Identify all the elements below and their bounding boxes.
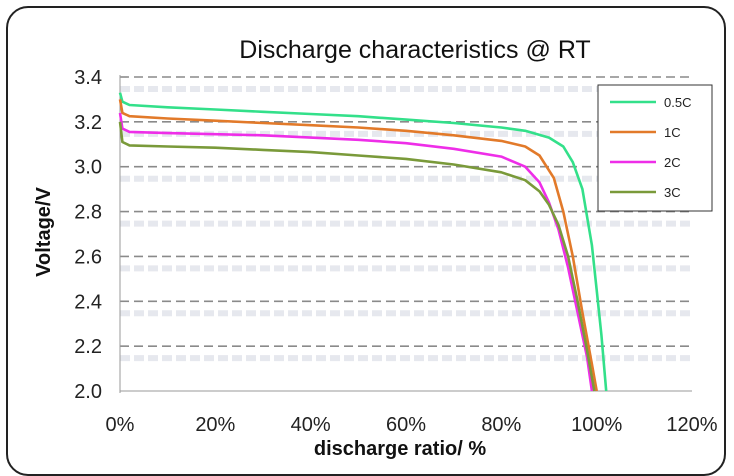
y-tick-label: 2.8: [74, 202, 102, 224]
y-tick-label: 2.4: [74, 291, 102, 313]
y-tick-label: 2.2: [74, 336, 102, 358]
x-tick-label: 20%: [195, 414, 235, 436]
legend-label: 1C: [664, 125, 681, 140]
discharge-chart: Discharge characteristics @ RT 2.0 2.2 2.4…: [33, 36, 718, 460]
x-tick-label: 0%: [106, 414, 135, 436]
y-tick-label: 2.6: [74, 246, 102, 268]
x-tick-label: 40%: [291, 414, 331, 436]
series-line-1C: [118, 99, 598, 392]
y-ticks: 2.0 2.2 2.4 2.6 2.8 3.0 3.2 3.4: [74, 67, 102, 403]
series-lines: [118, 92, 608, 392]
series-line-3C: [118, 121, 596, 392]
y-tick-label: 3.0: [74, 157, 102, 179]
series-line-0_5C: [118, 92, 608, 392]
legend-label: 2C: [664, 155, 681, 170]
x-ticks: 0% 20% 40% 60% 80% 100% 120%: [106, 414, 718, 436]
x-tick-label: 60%: [386, 414, 426, 436]
legend-box: [597, 84, 713, 212]
legend: 0.5C 1C 2C 3C: [597, 84, 713, 212]
grid: [120, 76, 692, 392]
x-tick-label: 80%: [481, 414, 521, 436]
x-tick-label: 100%: [571, 414, 622, 436]
legend-label: 0.5C: [664, 95, 691, 110]
y-tick-label: 3.4: [74, 67, 102, 89]
legend-label: 3C: [664, 185, 681, 200]
x-axis-label: discharge ratio/ %: [314, 438, 486, 460]
x-tick-label: 120%: [666, 414, 717, 436]
y-tick-label: 3.2: [74, 112, 102, 134]
chart-title: Discharge characteristics @ RT: [239, 36, 590, 64]
y-tick-label: 2.0: [74, 381, 102, 403]
series-line-2C: [118, 112, 594, 392]
y-axis-label: Voltage/V: [33, 187, 55, 277]
